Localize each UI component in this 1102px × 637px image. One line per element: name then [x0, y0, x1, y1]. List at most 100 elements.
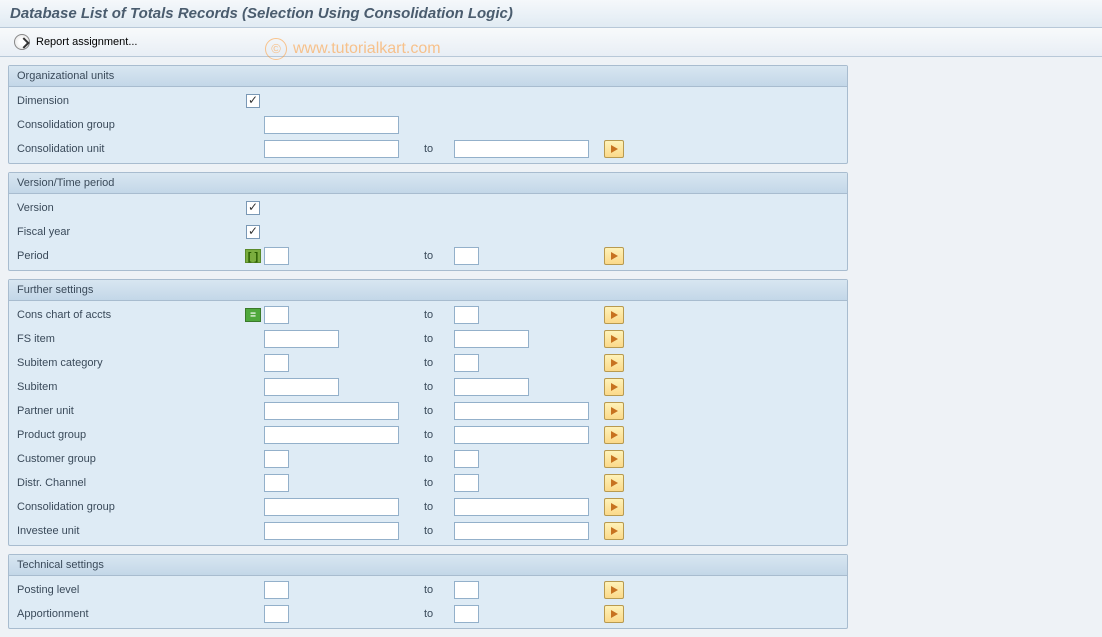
label-partner-unit: Partner unit [17, 405, 242, 417]
row-fs-item: FS item to [9, 327, 847, 351]
report-assignment-label: Report assignment... [36, 36, 138, 48]
sep: to [424, 608, 454, 620]
interval-icon[interactable]: [ ] [245, 249, 261, 263]
label-product-group: Product group [17, 429, 242, 441]
multi-select-button[interactable] [604, 330, 624, 348]
sep: to [424, 453, 454, 465]
cons-chart-to-input[interactable] [454, 306, 479, 324]
distr-channel-from-input[interactable] [264, 474, 289, 492]
label-subitem-cat: Subitem category [17, 357, 242, 369]
sep: to [424, 381, 454, 393]
label-dimension: Dimension [17, 95, 242, 107]
row-period: Period [ ] to [9, 244, 847, 268]
period-to-input[interactable] [454, 247, 479, 265]
multi-select-button[interactable] [604, 402, 624, 420]
row-distr-channel: Distr. Channel to [9, 471, 847, 495]
label-fs-item: FS item [17, 333, 242, 345]
apportionment-to-input[interactable] [454, 605, 479, 623]
check-icon [246, 201, 260, 215]
sep: to [424, 525, 454, 537]
label-period: Period [17, 250, 242, 262]
fs-item-to-input[interactable] [454, 330, 529, 348]
period-from-input[interactable] [264, 247, 289, 265]
label-cons-chart: Cons chart of accts [17, 309, 242, 321]
multi-select-button[interactable] [604, 140, 624, 158]
group-version-time: Version/Time period Version Fiscal year … [8, 172, 848, 271]
posting-level-to-input[interactable] [454, 581, 479, 599]
check-icon [246, 225, 260, 239]
cons-unit-to-input[interactable] [454, 140, 589, 158]
partner-unit-to-input[interactable] [454, 402, 589, 420]
report-assignment-button[interactable]: Report assignment... [10, 32, 142, 52]
row-customer-group: Customer group to [9, 447, 847, 471]
page-title: Database List of Totals Records (Selecti… [10, 5, 1092, 22]
group-further-settings: Further settings Cons chart of accts = t… [8, 279, 848, 546]
group-title-version: Version/Time period [9, 173, 847, 194]
label-apportionment: Apportionment [17, 608, 242, 620]
multi-select-button[interactable] [604, 354, 624, 372]
fs-item-from-input[interactable] [264, 330, 339, 348]
group-title-tech: Technical settings [9, 555, 847, 576]
multi-select-button[interactable] [604, 498, 624, 516]
label-posting-level: Posting level [17, 584, 242, 596]
sep: to [424, 405, 454, 417]
distr-channel-to-input[interactable] [454, 474, 479, 492]
customer-group-from-input[interactable] [264, 450, 289, 468]
apportionment-from-input[interactable] [264, 605, 289, 623]
multi-select-button[interactable] [604, 522, 624, 540]
investee-unit-from-input[interactable] [264, 522, 399, 540]
cons-unit-from-input[interactable] [264, 140, 399, 158]
execute-icon [14, 34, 30, 50]
label-version: Version [17, 202, 242, 214]
row-partner-unit: Partner unit to [9, 399, 847, 423]
subitem-cat-from-input[interactable] [264, 354, 289, 372]
row-version: Version [9, 196, 847, 220]
product-group-to-input[interactable] [454, 426, 589, 444]
group-organizational-units: Organizational units Dimension Consolida… [8, 65, 848, 164]
sep: to [424, 429, 454, 441]
row-subitem: Subitem to [9, 375, 847, 399]
row-cons-chart: Cons chart of accts = to [9, 303, 847, 327]
label-distr-channel: Distr. Channel [17, 477, 242, 489]
title-bar: Database List of Totals Records (Selecti… [0, 0, 1102, 28]
partner-unit-from-input[interactable] [264, 402, 399, 420]
customer-group-to-input[interactable] [454, 450, 479, 468]
cons-group-input[interactable] [264, 116, 399, 134]
label-cons-group: Consolidation group [17, 119, 242, 131]
row-further-cons-group: Consolidation group to [9, 495, 847, 519]
group-title-org: Organizational units [9, 66, 847, 87]
posting-level-from-input[interactable] [264, 581, 289, 599]
multi-select-button[interactable] [604, 247, 624, 265]
sep: to [424, 143, 454, 155]
multi-select-button[interactable] [604, 378, 624, 396]
subitem-cat-to-input[interactable] [454, 354, 479, 372]
label-further-cons-group: Consolidation group [17, 501, 242, 513]
check-icon [246, 94, 260, 108]
label-subitem: Subitem [17, 381, 242, 393]
sep: to [424, 584, 454, 596]
cons-chart-from-input[interactable] [264, 306, 289, 324]
multi-select-button[interactable] [604, 581, 624, 599]
investee-unit-to-input[interactable] [454, 522, 589, 540]
row-fiscal-year: Fiscal year [9, 220, 847, 244]
sep: to [424, 501, 454, 513]
subitem-from-input[interactable] [264, 378, 339, 396]
multi-select-button[interactable] [604, 474, 624, 492]
further-cons-group-from-input[interactable] [264, 498, 399, 516]
group-title-further: Further settings [9, 280, 847, 301]
multi-select-button[interactable] [604, 605, 624, 623]
multi-select-button[interactable] [604, 426, 624, 444]
subitem-to-input[interactable] [454, 378, 529, 396]
further-cons-group-to-input[interactable] [454, 498, 589, 516]
product-group-from-input[interactable] [264, 426, 399, 444]
multi-select-button[interactable] [604, 450, 624, 468]
sep: to [424, 477, 454, 489]
row-product-group: Product group to [9, 423, 847, 447]
sep: to [424, 250, 454, 262]
toolbar: Report assignment... [0, 28, 1102, 57]
row-apportionment: Apportionment to [9, 602, 847, 626]
label-customer-group: Customer group [17, 453, 242, 465]
multi-select-button[interactable] [604, 306, 624, 324]
row-subitem-cat: Subitem category to [9, 351, 847, 375]
equals-icon[interactable]: = [245, 308, 261, 322]
